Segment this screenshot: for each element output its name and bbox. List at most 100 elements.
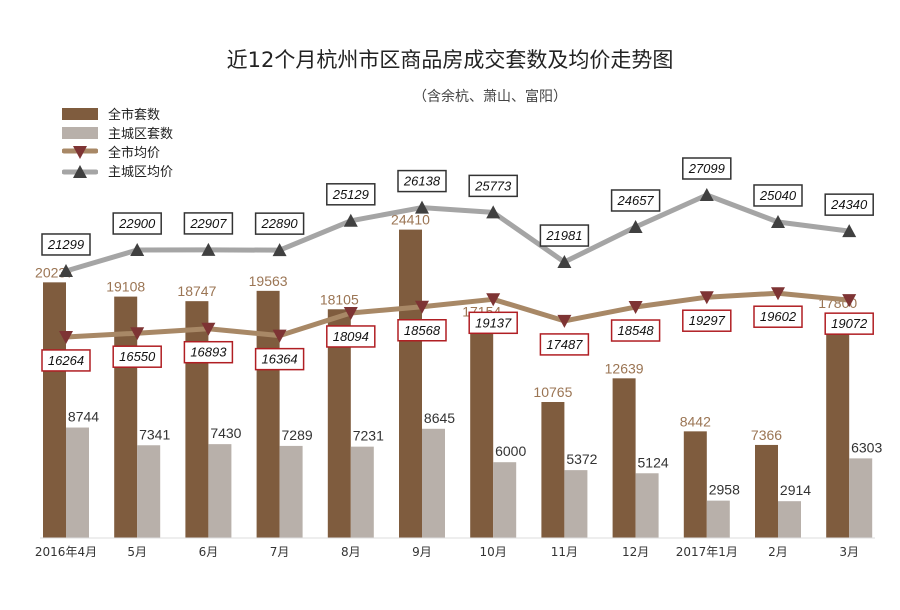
data-label-main-count: 7231	[353, 428, 384, 444]
price-label-box	[468, 174, 518, 198]
marker-city-price	[130, 327, 145, 341]
data-label-main-count: 7341	[139, 426, 170, 442]
marker-main-price	[557, 255, 572, 269]
price-label: 22900	[118, 216, 156, 231]
bar-main-count	[66, 427, 89, 538]
price-label: 19297	[689, 313, 726, 328]
x-tick-label: 5月	[127, 545, 147, 559]
price-label: 16364	[262, 352, 298, 367]
marker-main-price	[201, 242, 216, 256]
bar-main-count	[208, 444, 232, 538]
data-label-city-count: 24410	[391, 212, 430, 228]
bar-city-count	[541, 402, 565, 538]
bar-main-count	[564, 470, 588, 538]
legend: 全市套数 主城区套数 全市均价 主城区均价	[62, 104, 173, 180]
up-triangle-icon	[62, 164, 98, 178]
data-label-main-count: 2958	[709, 482, 740, 498]
marker-city-price	[415, 300, 429, 314]
price-label: 18548	[618, 323, 655, 338]
price-label: 22890	[261, 216, 299, 231]
bar-city-count	[755, 444, 778, 538]
bar-city-count	[683, 431, 707, 538]
bar-main-count	[422, 428, 445, 538]
price-label: 26138	[403, 174, 441, 189]
price-label-box	[610, 189, 661, 212]
marker-main-price	[59, 263, 73, 277]
bar-main-count	[706, 500, 730, 538]
price-label-box	[112, 212, 162, 235]
price-label-box	[753, 305, 803, 328]
x-tick-label: 11月	[551, 545, 578, 559]
marker-main-price	[415, 200, 429, 214]
price-label: 22907	[189, 216, 227, 231]
data-label-city-count: 10765	[533, 384, 572, 400]
marker-city-price	[771, 287, 785, 301]
data-label-main-count: 5372	[566, 451, 597, 467]
marker-main-price	[130, 243, 145, 257]
bar-main-count	[849, 458, 873, 538]
bar-city-count	[399, 229, 422, 538]
bar-main-count	[279, 445, 303, 538]
legend-item-city-price: 全市均价	[62, 142, 173, 161]
price-label-box	[682, 309, 732, 332]
marker-main-price	[699, 188, 714, 202]
x-tick-label: 6月	[199, 545, 219, 559]
x-tick-label: 2016年4月	[35, 545, 97, 559]
bar-city-count	[470, 321, 494, 538]
price-label-box	[824, 312, 874, 335]
x-tick-label: 9月	[412, 545, 432, 559]
bar-main-count	[493, 462, 517, 538]
price-label: 16264	[48, 353, 84, 368]
price-label: 25040	[759, 188, 797, 203]
x-tick-label: 3月	[839, 545, 859, 559]
x-tick-label: 2月	[768, 545, 788, 559]
price-label-box	[112, 345, 162, 368]
data-label-city-count: 19563	[249, 273, 288, 289]
data-label-main-count: 6303	[851, 439, 882, 455]
bar-main-count	[350, 446, 374, 538]
price-label: 19602	[760, 309, 797, 324]
price-label: 25129	[332, 187, 369, 202]
price-label-box	[468, 311, 518, 335]
data-label-main-count: 7289	[282, 427, 313, 443]
price-label-box	[183, 340, 234, 364]
price-label-box	[254, 347, 305, 371]
marker-main-price	[628, 219, 643, 233]
price-label: 18094	[333, 329, 369, 344]
data-label-city-count: 18747	[177, 283, 216, 299]
bar-city-count	[43, 282, 66, 538]
price-label: 19072	[831, 316, 868, 331]
data-label-main-count: 2914	[780, 482, 811, 498]
data-label-main-count: 7430	[210, 425, 241, 441]
price-label-box	[41, 233, 91, 256]
price-label-box	[326, 183, 376, 206]
price-label-box	[397, 319, 447, 342]
price-label: 24657	[617, 193, 655, 208]
legend-label: 全市套数	[108, 108, 161, 123]
bar-city-count	[256, 290, 280, 538]
bar-main-count	[137, 445, 161, 538]
line-city-price	[65, 290, 850, 340]
price-label-box	[824, 193, 874, 216]
price-label: 25773	[474, 178, 512, 193]
marker-main-price	[842, 224, 857, 238]
marker-city-price	[272, 329, 287, 343]
price-label-box	[397, 169, 447, 193]
data-label-main-count: 6000	[495, 443, 526, 459]
price-label: 17487	[546, 337, 583, 352]
legend-swatch	[62, 126, 98, 139]
price-label: 21981	[545, 228, 582, 243]
price-label-box	[539, 224, 590, 247]
down-triangle-icon	[62, 145, 98, 159]
legend-swatch	[62, 107, 98, 120]
legend-item-city-count: 全市套数	[62, 104, 173, 123]
marker-main-price	[343, 213, 358, 227]
legend-label: 主城区套数	[108, 127, 174, 142]
price-label-box	[41, 349, 91, 372]
legend-item-main-count: 主城区套数	[62, 123, 173, 142]
x-tick-label: 10月	[480, 545, 507, 559]
bar-city-count	[826, 313, 850, 538]
data-label-city-count: 12639	[605, 360, 644, 376]
price-label: 18568	[404, 323, 441, 338]
